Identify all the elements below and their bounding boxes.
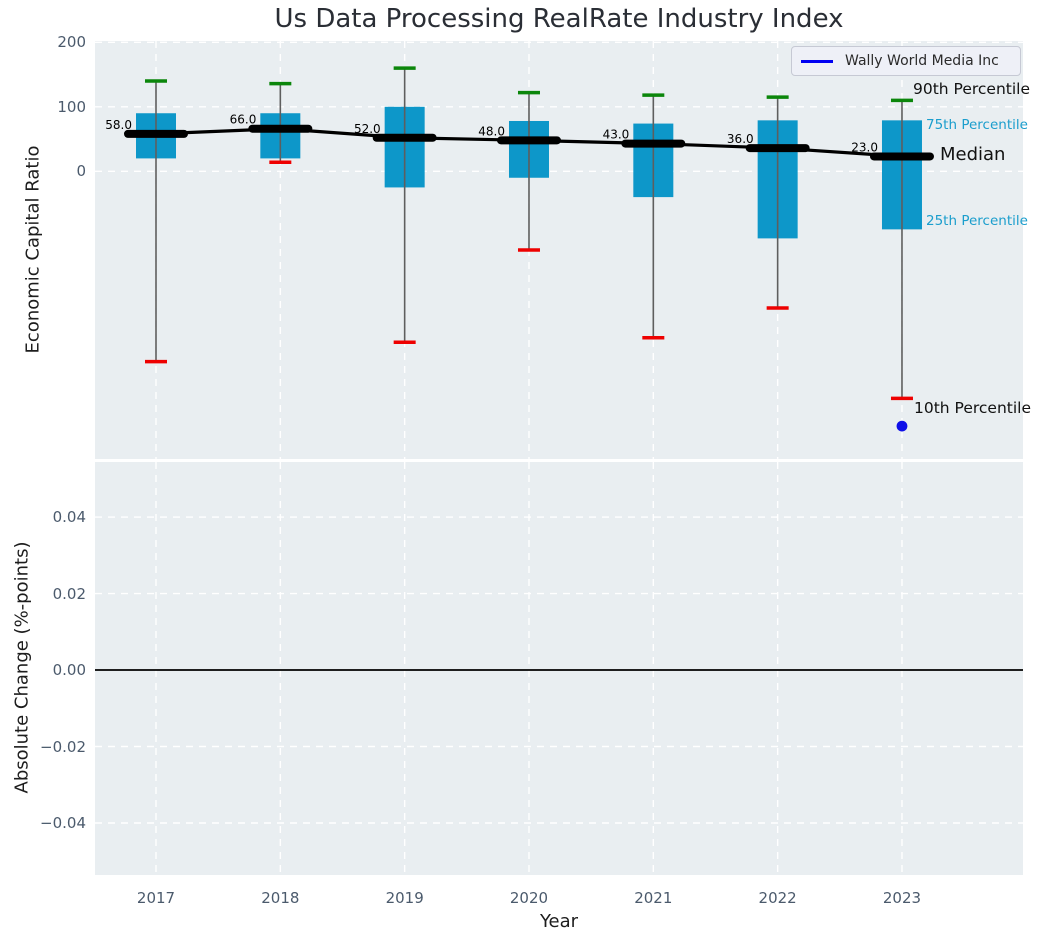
bottom-y-axis-label: Absolute Change (%-points) (11, 541, 33, 794)
x-tick-2020: 2020 (509, 889, 549, 907)
x-tick-2021: 2021 (634, 889, 673, 907)
bottom-y-tick-0.00: 0.00 (52, 661, 86, 680)
x-axis-label: Year (539, 911, 579, 932)
legend-line-swatch (801, 59, 833, 63)
chart-title: Us Data Processing RealRate Industry Ind… (274, 4, 844, 34)
top-y-tick-200: 200 (57, 33, 86, 52)
top-y-axis-label: Economic Capital Ratio (22, 145, 44, 354)
bottom-y-tick-−0.04: −0.04 (40, 813, 86, 832)
bottom-y-tick-0.02: 0.02 (52, 584, 86, 603)
annotation-25th-percentile: 25th Percentile (926, 213, 1028, 229)
top-axes-background (95, 41, 1023, 459)
median-label-2017: 58.0 (105, 118, 132, 132)
median-label-2021: 43.0 (603, 128, 630, 142)
x-tick-2023: 2023 (882, 889, 922, 907)
bottom-y-tick-0.04: 0.04 (52, 508, 86, 527)
company-point (896, 420, 908, 432)
top-y-tick-0: 0 (76, 162, 86, 181)
bottom-axes-background (95, 462, 1023, 875)
annotation-90th-percentile: 90th Percentile (913, 80, 1031, 98)
median-label-2018: 66.0 (230, 113, 257, 127)
median-label-2020: 48.0 (478, 124, 505, 138)
x-tick-2018: 2018 (261, 889, 300, 907)
median-label-2019: 52.0 (354, 122, 381, 136)
annotation-75th-percentile: 75th Percentile (926, 117, 1028, 133)
median-label-2022: 36.0 (727, 132, 754, 146)
legend: Wally World Media Inc (791, 46, 1021, 76)
x-tick-2017: 2017 (136, 889, 176, 907)
x-tick-2019: 2019 (385, 889, 424, 907)
annotation-10th-percentile: 10th Percentile (914, 399, 1032, 417)
x-tick-2022: 2022 (758, 889, 797, 907)
median-label-2023: 23.0 (851, 140, 878, 154)
legend-label: Wally World Media Inc (845, 53, 999, 69)
top-y-tick-100: 100 (57, 97, 86, 116)
annotation-median: Median (940, 144, 1006, 165)
bottom-y-tick-−0.02: −0.02 (40, 737, 86, 756)
